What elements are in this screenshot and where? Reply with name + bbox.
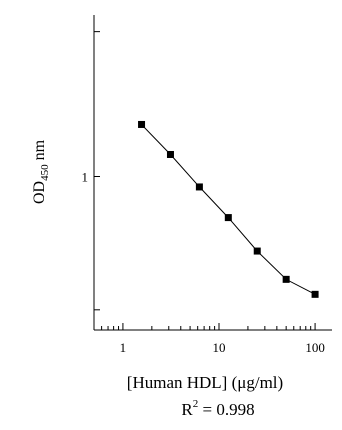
data-point <box>224 214 232 222</box>
y-axis-label-subscript: 450 <box>39 164 51 181</box>
x-tick-label: 10 <box>213 340 226 355</box>
r-squared-value: = 0.998 <box>198 400 254 419</box>
r-squared-exponent: 2 <box>193 398 199 410</box>
r-squared-prefix: R <box>181 400 193 419</box>
data-point <box>311 290 319 298</box>
series-line <box>141 124 316 295</box>
y-tick-label: 1 <box>82 170 89 185</box>
data-point <box>166 150 174 158</box>
y-axis-label-unit: nm <box>31 139 48 164</box>
x-tick-label: 100 <box>305 340 325 355</box>
y-axis-label: OD450 nm <box>31 139 51 204</box>
r-squared-annotation: R2 = 0.998 <box>181 398 254 419</box>
y-axis-label-main: OD <box>31 181 48 204</box>
data-point <box>282 275 290 283</box>
data-point <box>253 247 261 255</box>
x-tick-label: 1 <box>120 340 127 355</box>
data-point <box>138 120 146 128</box>
data-point <box>195 183 203 191</box>
x-axis-label: [Human HDL] (μg/ml) <box>127 373 283 392</box>
series <box>138 120 319 298</box>
ticks: 1 10 100 1 <box>82 31 325 355</box>
axes <box>93 15 332 331</box>
